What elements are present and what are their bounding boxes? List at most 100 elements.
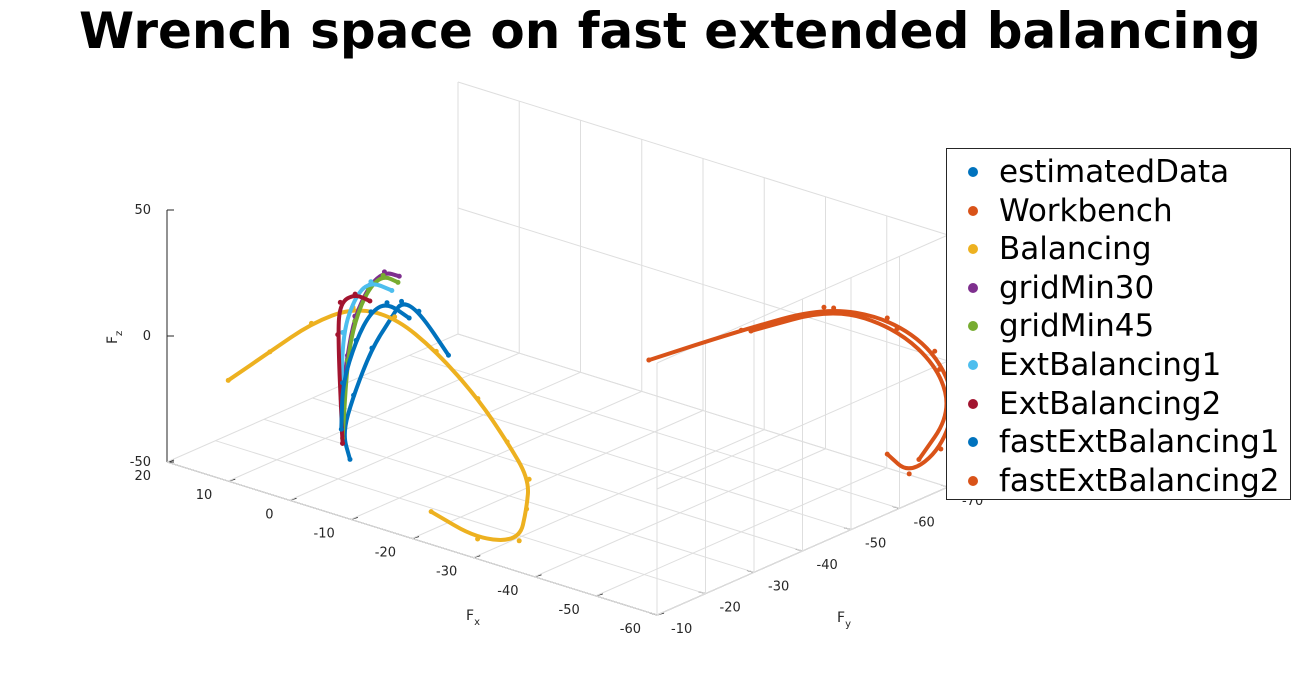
y-tick-label: -40 <box>817 558 838 573</box>
x-axis-label: Fx <box>466 608 480 628</box>
tick-labels: 20 10 0 -10 -20 -30 -40 -50 -60 -10 -20 -30 -40 -50 -6… <box>130 203 983 637</box>
data-point-estimatedData <box>416 308 422 314</box>
data-point-Balancing <box>308 320 314 326</box>
x-tick-label: 0 <box>265 507 273 522</box>
data-point-Balancing <box>267 349 273 355</box>
legend-item: ExtBalancing1 <box>947 346 1221 384</box>
y-tick-label: -30 <box>768 579 789 594</box>
series-line-ExtBalancing1 <box>339 282 394 406</box>
data-point-Workbench <box>884 315 890 321</box>
data-point-Balancing <box>428 509 434 515</box>
data-point-ExtBalancing1 <box>368 279 374 285</box>
legend-item: gridMin30 <box>947 269 1154 307</box>
legend-marker <box>968 167 978 177</box>
data-point-fastExtBalancing1 <box>368 309 374 315</box>
data-point-Balancing <box>225 377 231 383</box>
legend: estimatedData Workbench Balancing gridMin30… <box>946 148 1291 500</box>
data-point-Workbench <box>906 471 912 477</box>
data-point-estimatedData <box>347 456 353 462</box>
x-tick-label: 10 <box>196 488 213 503</box>
data-point-estimatedData <box>399 298 405 304</box>
legend-item: gridMin45 <box>947 307 1154 345</box>
series-line-fastExtBalancing2 <box>749 311 949 462</box>
x-tick-label: -50 <box>559 603 580 618</box>
data-point-Balancing <box>392 314 398 320</box>
y-tick-label: -60 <box>914 515 935 530</box>
data-point-Balancing <box>433 348 439 354</box>
legend-marker <box>968 398 978 409</box>
legend-marker <box>968 244 978 255</box>
legend-item: fastExtBalancing2 <box>947 462 1280 500</box>
data-point-Workbench <box>738 327 744 333</box>
data-point-fastExtBalancing2 <box>894 326 900 332</box>
legend-label: gridMin30 <box>999 269 1155 306</box>
data-point-Balancing <box>475 396 481 402</box>
z-tick-label: -50 <box>130 455 151 470</box>
data-point-gridMin45 <box>395 279 401 285</box>
data-point-Balancing <box>475 536 481 542</box>
grid-lines <box>166 81 949 616</box>
x-tick-label: -30 <box>436 565 457 580</box>
floor-grid-line <box>215 440 706 595</box>
series-line-Balancing <box>226 308 531 542</box>
floor-grid-line <box>360 376 852 531</box>
x-tick-label: 20 <box>134 469 151 484</box>
legend-item: estimatedData <box>947 153 1229 191</box>
data-point-estimatedData <box>446 352 451 358</box>
legend-item: fastExtBalancing1 <box>947 423 1280 461</box>
data-point-Workbench <box>821 304 827 310</box>
data-point-estimatedData <box>369 345 375 351</box>
wall-grid-line <box>656 360 949 490</box>
legend-label: Workbench <box>999 192 1173 229</box>
data-point-ExtBalancing2 <box>352 291 358 297</box>
legend-label: estimatedData <box>999 154 1230 190</box>
wall-grid-line <box>457 333 949 488</box>
legend-label: Balancing <box>999 231 1152 268</box>
data-point-estimatedData <box>351 392 357 398</box>
z-tick-label: 0 <box>143 329 151 344</box>
data-point-ExtBalancing2 <box>340 440 346 446</box>
data-point-ExtBalancing1 <box>340 329 346 335</box>
legend-marker <box>968 321 978 332</box>
data-point-Balancing <box>524 506 530 512</box>
legend-marker <box>968 475 978 486</box>
legend-label: fastExtBalancing2 <box>999 462 1280 499</box>
data-point-gridMin45 <box>380 272 386 278</box>
legend-marker <box>968 437 978 448</box>
legend-label: fastExtBalancing1 <box>999 424 1280 461</box>
data-point-Workbench <box>646 357 652 363</box>
series-line-Workbench <box>646 308 955 471</box>
legend-item: Balancing <box>947 230 1152 268</box>
legend-label: ExtBalancing2 <box>999 385 1222 422</box>
legend-marker <box>968 205 978 216</box>
series-line-fastExtBalancing1 <box>339 303 412 432</box>
data-point-Workbench <box>938 446 944 452</box>
x-tick-label: -20 <box>375 546 396 561</box>
data-point-fastExtBalancing2 <box>916 456 922 462</box>
data-point-Balancing <box>526 476 532 482</box>
data-point-fastExtBalancing1 <box>384 300 390 306</box>
data-point-fastExtBalancing1 <box>353 337 359 343</box>
wall-grid-line <box>656 486 949 616</box>
data-point-fastExtBalancing1 <box>406 315 412 321</box>
series-layer <box>225 269 960 544</box>
data-point-fastExtBalancing1 <box>338 426 344 432</box>
data-point-gridMin45 <box>352 318 358 324</box>
floor-grid-line <box>409 354 900 509</box>
data-point-ExtBalancing2 <box>335 332 341 338</box>
data-point-ExtBalancing2 <box>337 299 343 305</box>
y-tick-label: -10 <box>671 622 692 637</box>
data-point-fastExtBalancing2 <box>748 328 754 334</box>
x-tick-label: -10 <box>314 526 335 541</box>
z-axis-label: Fz <box>105 331 125 344</box>
wall-grid-line <box>457 207 949 362</box>
series-line-ExtBalancing2 <box>336 294 372 446</box>
data-point-fastExtBalancing1 <box>340 380 346 386</box>
x-tick-label: -40 <box>497 584 518 599</box>
data-point-gridMin30 <box>396 273 402 279</box>
legend-label: gridMin45 <box>999 308 1155 345</box>
data-point-ExtBalancing1 <box>389 287 395 293</box>
data-point-Workbench <box>932 348 938 354</box>
chart-title: Wrench space on fast extended balancing <box>79 2 1261 60</box>
data-point-ExtBalancing2 <box>367 298 373 304</box>
